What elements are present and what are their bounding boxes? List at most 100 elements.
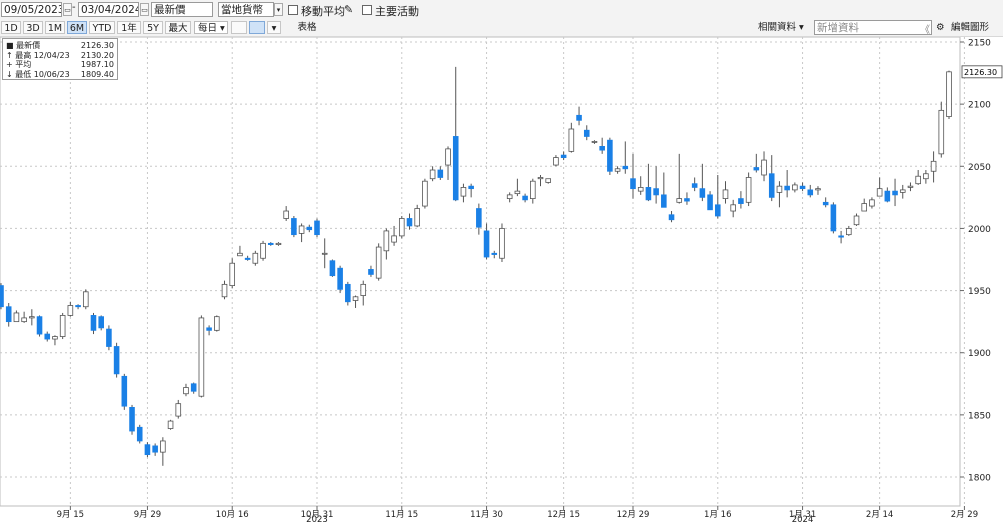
x-tick-label: 12月 15 <box>547 510 580 520</box>
candle-body <box>745 177 752 203</box>
candle-body <box>838 235 844 238</box>
candle-body <box>899 189 906 193</box>
interval-select[interactable]: 每日 ▾ <box>194 21 228 34</box>
candle-body <box>730 204 736 212</box>
period-max-button[interactable]: 最大 <box>165 21 191 34</box>
candle-body <box>815 188 821 191</box>
candle-type-button[interactable] <box>249 21 265 34</box>
candle-body <box>761 159 767 176</box>
candle-body <box>846 228 852 236</box>
candle-body <box>530 180 536 199</box>
key-events-label: 主要活動 <box>375 5 419 18</box>
period-1d-button[interactable]: 1D <box>1 21 21 34</box>
end-date-field[interactable]: 03/04/2024 <box>78 2 139 17</box>
candle-body <box>491 252 498 255</box>
candle-body <box>190 383 197 392</box>
candle-body <box>337 267 343 290</box>
candle-body <box>221 283 228 298</box>
candle-body <box>468 185 474 190</box>
candle-body <box>506 194 513 200</box>
related-data-dropdown[interactable]: 相關資料 ▾ <box>758 22 804 33</box>
candle-body <box>884 190 891 202</box>
candle-body <box>129 406 135 432</box>
table-button[interactable]: 表格 <box>297 22 317 33</box>
price-field-select[interactable]: 最新價 <box>151 2 213 17</box>
toolbar: 09/05/2023 ▭ - 03/04/2024 ▭ 最新價 當地貨幣 ▾ 移… <box>0 0 1003 37</box>
x-tick-label: 11月 15 <box>385 510 418 520</box>
candle-body <box>607 139 613 172</box>
candle-body <box>36 316 43 335</box>
start-date-field[interactable]: 09/05/2023 <box>1 2 62 17</box>
period-3d-button[interactable]: 3D <box>23 21 43 34</box>
candle-body <box>252 252 259 264</box>
moving-avg-checkbox[interactable] <box>288 5 298 15</box>
year-label: 2023 <box>306 515 328 523</box>
chart-type-dropdown-icon[interactable]: ▾ <box>267 21 281 34</box>
candle-body <box>291 218 297 236</box>
pencil-icon[interactable]: ✎ <box>344 3 354 16</box>
candle-body <box>214 316 220 331</box>
edit-chart-button[interactable]: 編輯圖形 <box>951 22 990 33</box>
candle-body <box>29 316 35 319</box>
start-date-calendar-icon[interactable]: ▭ <box>63 3 72 16</box>
candle-body <box>676 198 683 203</box>
candle-body <box>722 189 729 199</box>
candle-body <box>869 199 875 207</box>
plot-area <box>0 37 961 507</box>
x-tick-label: 9月 15 <box>57 510 84 520</box>
candle-body <box>799 185 806 190</box>
related-data-label: 相關資料 <box>758 22 797 33</box>
candle-body <box>792 184 798 191</box>
candle-body <box>398 218 405 237</box>
chart-type-button[interactable] <box>231 21 247 34</box>
candle-body <box>514 190 521 195</box>
interval-label: 每日 <box>198 23 218 34</box>
period-5y-button[interactable]: 5Y <box>143 21 163 34</box>
candle-body <box>136 426 143 442</box>
y-tick-label: 2000 <box>968 225 991 235</box>
last-price-label: 2126.30 <box>964 68 997 77</box>
candle-body <box>946 71 952 117</box>
candle-body <box>283 210 289 219</box>
candle-body <box>437 169 444 178</box>
candle-body <box>738 198 744 204</box>
period-ytd-button[interactable]: YTD <box>89 21 115 34</box>
candle-body <box>807 189 814 196</box>
x-tick-label: 2月 14 <box>866 510 893 520</box>
period-1m-button[interactable]: 1M <box>45 21 65 34</box>
clear-input-icon[interactable]: 《 <box>920 25 930 36</box>
candle-body <box>13 312 20 323</box>
key-events-checkbox[interactable] <box>362 5 372 15</box>
candle-body <box>699 188 706 198</box>
candle-body <box>5 306 12 323</box>
candle-body <box>553 157 559 166</box>
add-data-input[interactable]: 新增資料 <box>814 20 932 35</box>
candle-body <box>106 328 112 347</box>
candle-body <box>460 187 467 197</box>
y-tick-label: 1950 <box>968 287 991 297</box>
candle-body <box>275 242 282 245</box>
candle-body <box>160 440 166 453</box>
candle-body <box>599 146 605 151</box>
x-tick-label: 10月 16 <box>216 510 249 520</box>
period-6m-button[interactable]: 6M <box>67 21 87 34</box>
currency-dropdown-icon[interactable]: ▾ <box>274 3 283 16</box>
y-tick-label: 2150 <box>968 39 991 49</box>
currency-select[interactable]: 當地貨幣 <box>218 2 274 17</box>
candle-body <box>568 128 575 152</box>
end-date-calendar-icon[interactable]: ▭ <box>140 3 149 16</box>
candle-body <box>661 194 667 208</box>
candle-body <box>121 375 128 407</box>
candle-body <box>476 208 482 228</box>
candle-body <box>861 203 868 212</box>
settings-icon[interactable]: ⚙ <box>936 22 945 33</box>
candle-body <box>167 420 174 429</box>
candle-body <box>237 252 243 257</box>
legend-avg: + 平均 1987.10 <box>6 60 114 69</box>
x-tick-label: 10月 31 <box>301 510 334 520</box>
candle-body <box>175 403 182 417</box>
candle-body <box>183 387 189 395</box>
candle-body <box>206 327 212 331</box>
candle-body <box>429 169 436 180</box>
period-1y-button[interactable]: 1年 <box>117 21 141 34</box>
